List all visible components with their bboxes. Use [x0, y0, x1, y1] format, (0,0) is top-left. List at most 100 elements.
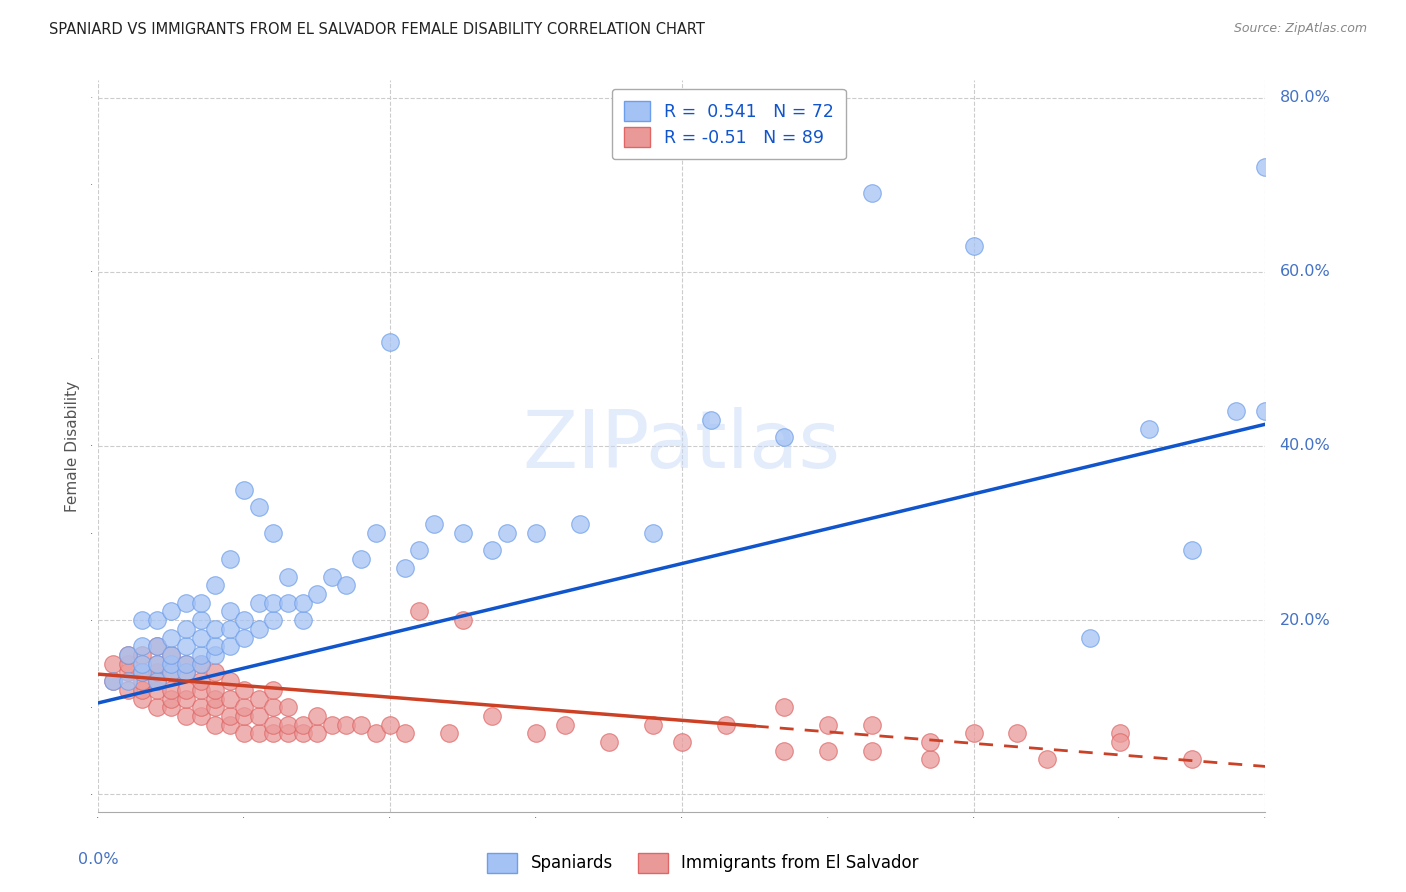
Legend: R =  0.541   N = 72, R = -0.51   N = 89: R = 0.541 N = 72, R = -0.51 N = 89 [612, 89, 845, 160]
Point [101, 657, 124, 671]
Point [962, 238, 984, 252]
Point [131, 674, 153, 689]
Point [554, 717, 576, 731]
Point [117, 657, 139, 671]
Point [233, 700, 256, 714]
Point [277, 717, 299, 731]
Point [291, 726, 314, 740]
Point [190, 709, 212, 723]
Point [160, 691, 183, 706]
Point [218, 717, 240, 731]
Point [101, 674, 124, 689]
Point [131, 691, 153, 706]
Point [350, 552, 373, 566]
Point [174, 622, 197, 636]
Point [437, 726, 460, 740]
Point [117, 648, 139, 662]
Point [1254, 161, 1277, 175]
Point [277, 596, 299, 610]
Point [218, 640, 240, 654]
Point [291, 596, 314, 610]
Point [160, 665, 183, 680]
Point [146, 665, 169, 680]
Point [860, 186, 883, 201]
Point [218, 674, 240, 689]
Point [190, 657, 212, 671]
Point [773, 744, 796, 758]
Point [962, 726, 984, 740]
Point [335, 578, 357, 592]
Point [918, 752, 941, 766]
Point [233, 631, 256, 645]
Point [262, 613, 284, 627]
Point [860, 744, 883, 758]
Point [174, 640, 197, 654]
Point [860, 717, 883, 731]
Point [117, 648, 139, 662]
Point [160, 631, 183, 645]
Point [568, 517, 591, 532]
Point [204, 622, 226, 636]
Point [700, 413, 723, 427]
Point [233, 682, 256, 697]
Point [190, 657, 212, 671]
Point [451, 613, 474, 627]
Point [218, 604, 240, 618]
Point [131, 657, 153, 671]
Point [160, 665, 183, 680]
Point [131, 682, 153, 697]
Point [117, 682, 139, 697]
Point [233, 726, 256, 740]
Text: 40.0%: 40.0% [1279, 439, 1330, 453]
Point [174, 596, 197, 610]
Text: SPANIARD VS IMMIGRANTS FROM EL SALVADOR FEMALE DISABILITY CORRELATION CHART: SPANIARD VS IMMIGRANTS FROM EL SALVADOR … [49, 22, 704, 37]
Point [524, 526, 547, 541]
Point [131, 665, 153, 680]
Point [1181, 543, 1204, 558]
Point [1181, 752, 1204, 766]
Point [174, 665, 197, 680]
Point [773, 700, 796, 714]
Point [1108, 735, 1130, 749]
Point [350, 717, 373, 731]
Point [307, 709, 329, 723]
Point [335, 717, 357, 731]
Point [247, 691, 270, 706]
Point [277, 569, 299, 583]
Point [204, 717, 226, 731]
Point [641, 717, 664, 731]
Point [174, 657, 197, 671]
Text: 80.0%: 80.0% [1279, 90, 1330, 105]
Point [671, 735, 693, 749]
Y-axis label: Female Disability: Female Disability [65, 380, 80, 512]
Point [641, 526, 664, 541]
Point [598, 735, 620, 749]
Point [262, 726, 284, 740]
Point [1254, 404, 1277, 418]
Point [247, 622, 270, 636]
Point [262, 717, 284, 731]
Point [451, 526, 474, 541]
Point [174, 709, 197, 723]
Point [174, 682, 197, 697]
Point [160, 657, 183, 671]
Point [524, 726, 547, 740]
Text: 60.0%: 60.0% [1279, 264, 1330, 279]
Point [204, 640, 226, 654]
Legend: Spaniards, Immigrants from El Salvador: Spaniards, Immigrants from El Salvador [481, 847, 925, 880]
Point [1007, 726, 1029, 740]
Point [233, 709, 256, 723]
Point [218, 709, 240, 723]
Text: Source: ZipAtlas.com: Source: ZipAtlas.com [1233, 22, 1367, 36]
Point [146, 674, 169, 689]
Point [190, 631, 212, 645]
Point [233, 613, 256, 627]
Point [146, 640, 169, 654]
Point [817, 717, 839, 731]
Point [364, 726, 387, 740]
Point [204, 691, 226, 706]
Point [190, 682, 212, 697]
Point [408, 604, 430, 618]
Text: ZIPatlas: ZIPatlas [523, 407, 841, 485]
Point [307, 726, 329, 740]
